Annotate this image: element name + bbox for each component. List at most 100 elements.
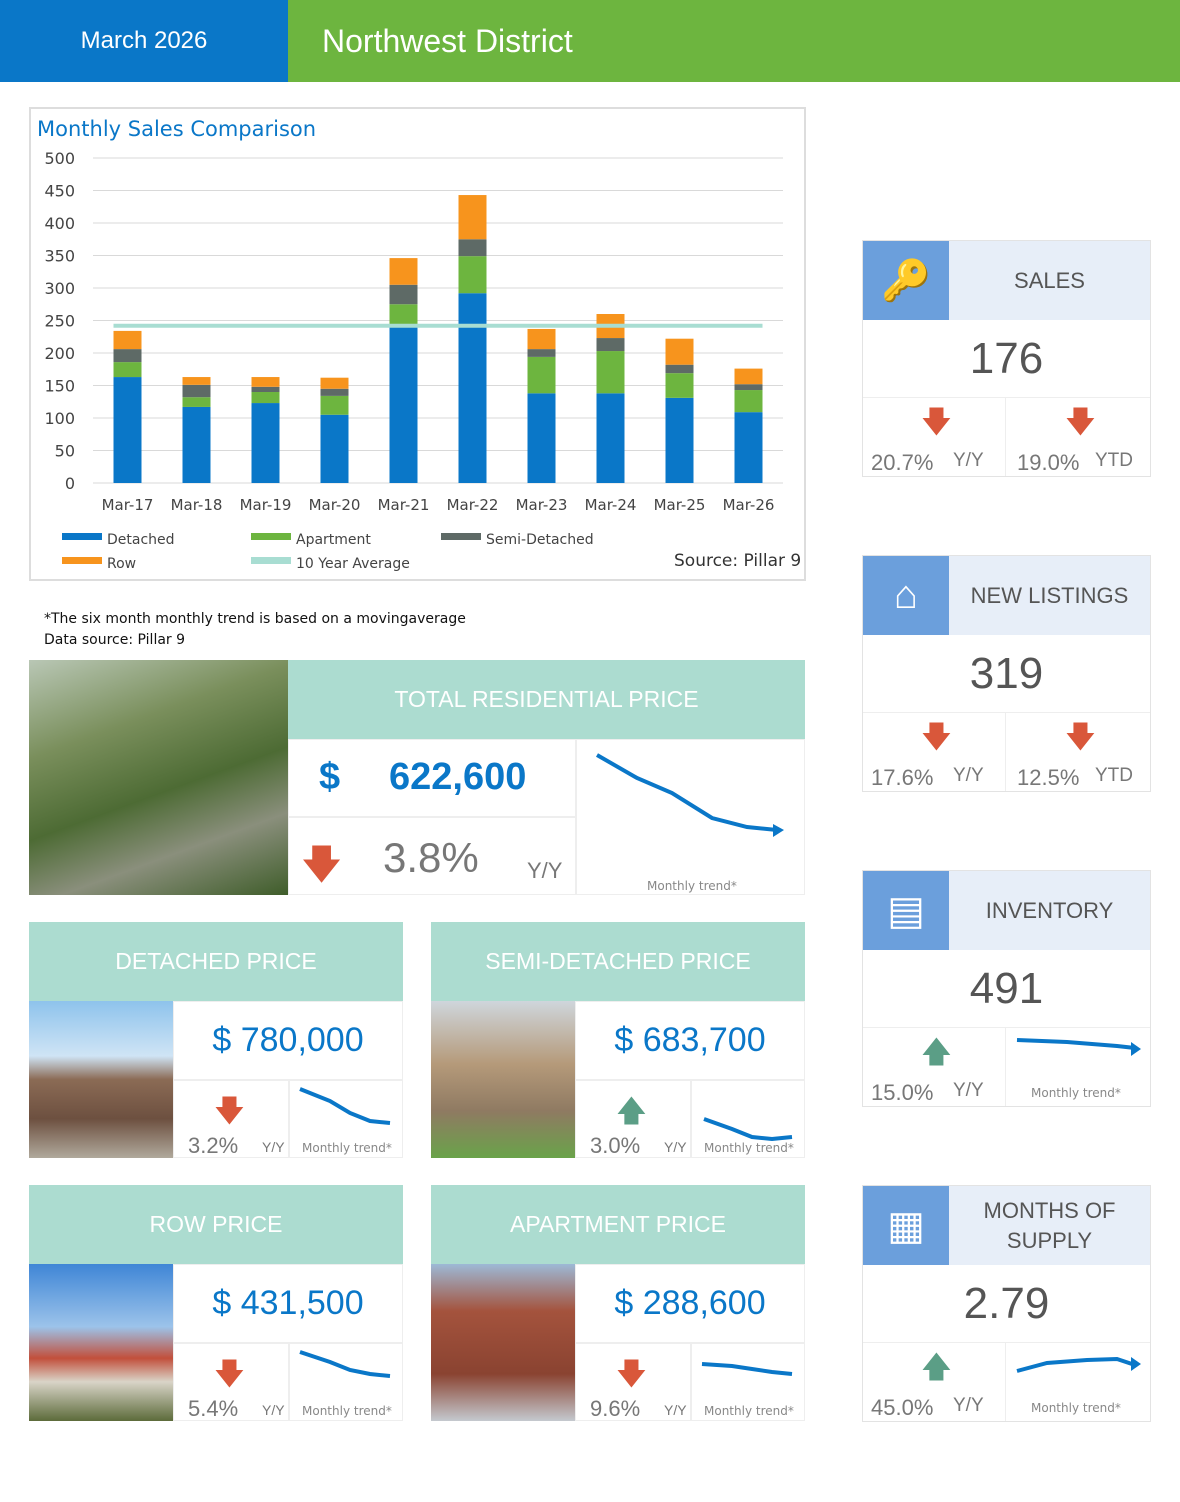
semi-price-value: $ 683,700	[575, 1001, 805, 1080]
yy-label: Y/Y	[953, 1080, 984, 1101]
legend-swatch	[441, 533, 481, 540]
trend-label: Monthly trend*	[302, 1404, 392, 1418]
bar-semi-detached	[596, 338, 625, 352]
row-trend-cell: Monthly trend*	[289, 1343, 403, 1421]
bar-apartment	[665, 373, 694, 398]
y-tick-label: 50	[55, 442, 75, 461]
legend-label: Semi-Detached	[486, 532, 594, 548]
new_listings-yy-value: 17.6%	[871, 765, 934, 790]
arrow-up-icon: 🡅	[921, 1351, 952, 1384]
detached-trend-cell: Monthly trend*	[289, 1080, 403, 1158]
legend-swatch	[62, 557, 102, 564]
arrow-down-icon: 🡇	[921, 406, 952, 439]
bar-detached	[320, 414, 349, 483]
detached-change-cell: 🡇 3.2% Y/Y	[173, 1080, 289, 1158]
apartment-change-cell: 🡇 9.6% Y/Y	[575, 1343, 691, 1421]
detached-price-title: DETACHED PRICE	[29, 922, 403, 1001]
bar-semi-detached	[320, 388, 349, 396]
bar-detached	[113, 377, 142, 483]
sales-yy-value: 20.7%	[871, 450, 934, 475]
bar-apartment	[527, 356, 556, 394]
apartment-change-value: 9.6%	[590, 1396, 641, 1421]
row-change-value: 5.4%	[188, 1396, 239, 1421]
arrow-down-icon: 🡇	[301, 843, 343, 887]
sales-value: 176	[863, 320, 1150, 398]
semi-change-cell: 🡅 3.0% Y/Y	[575, 1080, 691, 1158]
detached-change-value: 3.2%	[188, 1133, 239, 1158]
bar-row	[665, 338, 694, 365]
trend-sparkline	[703, 1117, 793, 1142]
y-tick-label: 500	[44, 149, 75, 168]
months_supply-yy-value: 45.0%	[871, 1395, 934, 1420]
bar-row	[320, 377, 349, 389]
inventory-title: INVENTORY	[949, 871, 1150, 950]
bar-semi-detached	[389, 284, 418, 305]
arrow-down-icon: 🡇	[921, 721, 952, 754]
x-tick-label: Mar-23	[516, 496, 568, 514]
house-icon: ⌂	[863, 556, 949, 635]
y-tick-label: 200	[44, 344, 75, 363]
detached-price-value: $ 780,000	[173, 1001, 403, 1080]
arrow-down-icon: 🡇	[616, 1358, 647, 1391]
bar-apartment	[458, 256, 487, 294]
y-tick-label: 400	[44, 214, 75, 233]
legend-label: Row	[107, 556, 136, 572]
semi-price-title: SEMI-DETACHED PRICE	[431, 922, 805, 1001]
apartment-trend-cell: Monthly trend*	[691, 1343, 805, 1421]
y-tick-label: 100	[44, 409, 75, 428]
new_listings-ytd-value: 12.5%	[1017, 765, 1080, 790]
bar-row	[389, 258, 418, 285]
new_listings-value: 319	[863, 635, 1150, 713]
bar-detached	[527, 393, 556, 483]
sales-chart-panel: Monthly Sales Comparison 0 50 100 150 200 250…	[29, 107, 806, 581]
trend-label: Monthly trend*	[302, 1141, 392, 1155]
for-sale-sign-icon: ▤	[863, 871, 949, 950]
ytd-label: YTD	[1095, 450, 1133, 471]
total-price-cell: $ 622,600	[288, 739, 576, 817]
trend-label: Monthly trend*	[1031, 1086, 1121, 1100]
bar-semi-detached	[734, 384, 763, 391]
trend-sparkline	[299, 1350, 391, 1378]
apartment-building-photo	[431, 1264, 575, 1421]
sales-card: 🔑 SALES 176 🡇 20.7% Y/Y 🡇 19.0% YTD	[862, 240, 1151, 477]
calendar-icon: ▦	[863, 1186, 949, 1265]
semi-trend-cell: Monthly trend*	[691, 1080, 805, 1158]
yy-label: Y/Y	[953, 450, 984, 471]
report-date: March 2026	[0, 0, 288, 82]
bar-semi-detached	[182, 384, 211, 398]
semi-change-value: 3.0%	[590, 1133, 641, 1158]
chart-title: Monthly Sales Comparison	[37, 117, 317, 141]
sales-second-cell: 🡇 19.0% YTD	[1007, 398, 1150, 476]
trend-sparkline	[1016, 1038, 1141, 1056]
x-tick-label: Mar-26	[723, 496, 775, 514]
y-tick-label: 250	[44, 312, 75, 331]
bar-apartment	[596, 351, 625, 394]
bar-detached	[734, 412, 763, 483]
y-tick-label: 350	[44, 247, 75, 266]
bar-semi-detached	[113, 349, 142, 363]
total-price-title: TOTAL RESIDENTIAL PRICE	[288, 660, 805, 739]
new_listings-second-cell: 🡇 12.5% YTD	[1007, 713, 1150, 791]
x-tick-label: Mar-17	[102, 496, 154, 514]
bar-semi-detached	[665, 364, 694, 374]
yy-label: Y/Y	[953, 1395, 984, 1416]
bar-row	[113, 330, 142, 350]
bar-detached	[458, 293, 487, 483]
legend-swatch	[251, 533, 291, 540]
bar-detached	[389, 325, 418, 483]
x-tick-label: Mar-24	[585, 496, 637, 514]
trend-label: Monthly trend*	[647, 879, 737, 893]
arrow-down-icon: 🡇	[1065, 406, 1096, 439]
row-price-value: $ 431,500	[173, 1264, 403, 1343]
total-trend-cell: Monthly trend*	[576, 739, 805, 895]
trend-sparkline	[701, 1362, 793, 1376]
bar-apartment	[320, 395, 349, 415]
months_supply-card: ▦ MONTHS OF SUPPLY 2.79 🡅 45.0% Y/Y Mont…	[862, 1185, 1151, 1422]
months_supply-yy-cell: 🡅 45.0% Y/Y	[863, 1343, 1006, 1421]
bar-apartment	[389, 304, 418, 326]
total-change-value: 3.8%	[383, 834, 479, 881]
detached-house-photo	[29, 1001, 173, 1158]
stacked-bar-chart: 0 50 100 150 200 250 300 350 400 450 500 Mar-17 Mar-…	[44, 149, 783, 572]
inventory-card: ▤ INVENTORY 491 🡅 15.0% Y/Y Monthly tren…	[862, 870, 1151, 1107]
chart-source: Source: Pillar 9	[674, 551, 802, 571]
